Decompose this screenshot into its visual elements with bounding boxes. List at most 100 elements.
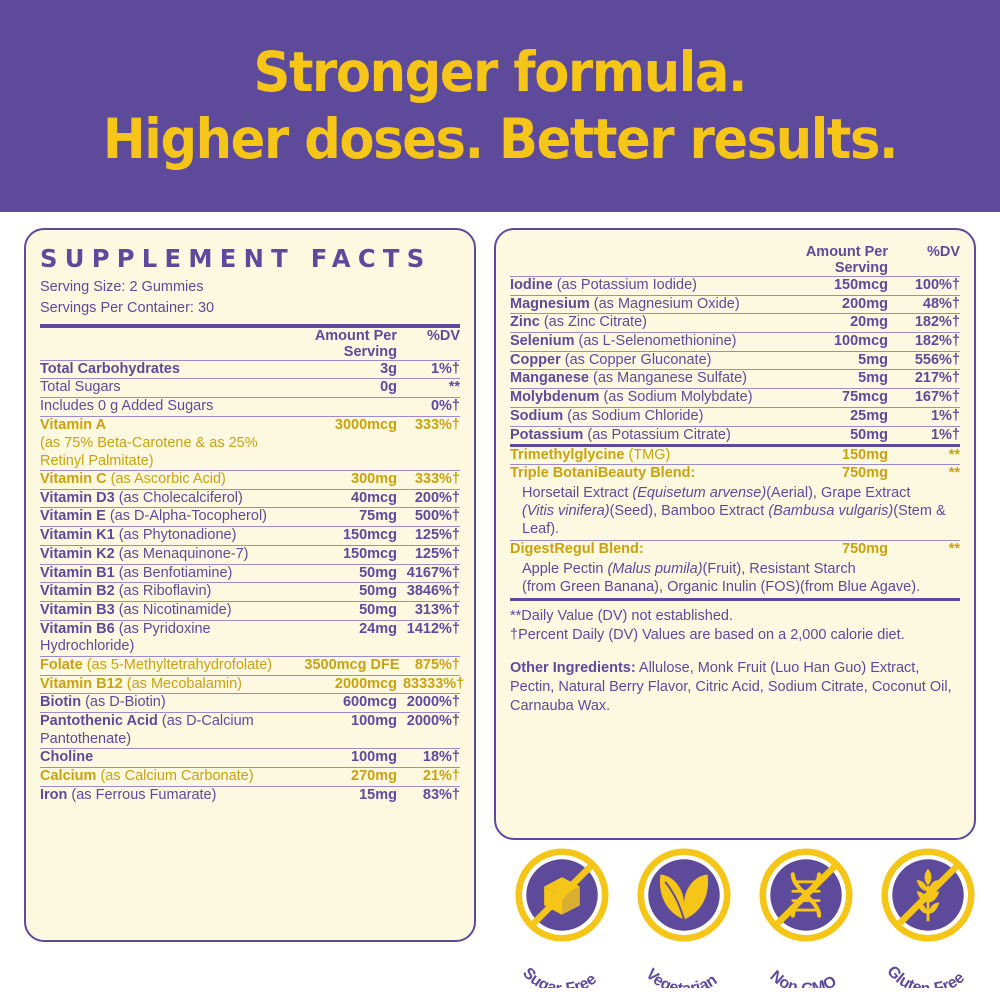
serving-size: Serving Size: 2 Gummies [40,279,204,295]
nutrient-dv: 1%† [396,359,460,379]
nutrient-amount: 15mg [300,785,397,805]
nutrient-source: (as Potassium Citrate) [583,426,731,443]
nutrient-name: Calcium (as Calcium Carbonate) [40,767,301,787]
nutrient-source: (as Ascorbic Acid) [106,471,226,488]
page-title: SUPPLEMENT FACTS [40,244,432,273]
nutrient-dv: 556%† [888,350,960,370]
table-header-right: Amount Per Serving %DV [510,244,960,277]
nutrient-amount: 75mcg [780,388,888,408]
table-row: Vitamin B6 (as Pyridoxine Hydrochloride)… [40,619,460,657]
nutrient-label: Pantothenic Acid [40,713,158,730]
nutrient-source: (as 5-Methyltetrahydrofolate) [82,656,273,673]
nutrient-dv: 1%† [888,406,960,426]
nutrient-source: (as Sodium Molybdate) [599,389,753,406]
nutrient-label: Folate [40,656,83,673]
nutrient-source: (as Menaquinone-7) [114,545,249,562]
nutrient-amount: 100mcg [780,332,888,352]
footnote-percent-dv: †Percent Daily (DV) Values are based on … [510,627,905,643]
nutrient-name: Zinc (as Zinc Citrate) [510,313,780,333]
badge-gluten-free: Gluten-Free [872,848,984,988]
nutrient-amount: 40mcg [300,488,397,508]
blend-name: Triple BotaniBeauty Blend: [510,464,780,484]
svg-text:Non-GMO: Non-GMO [767,968,840,988]
table-row: Calcium (as Calcium Carbonate) 270mg 21%† [40,767,460,787]
nutrient-amount: 600mcg [300,693,397,713]
blend-ingredients-line: (from Green Banana), Organic Inulin (FOS… [522,579,921,596]
nutrient-name: Sodium (as Sodium Chloride) [510,406,780,426]
table-row: Selenium (as L-Selenomethionine) 100mcg 18… [510,332,960,352]
nutrient-amount: 150mcg [780,276,888,296]
nutrient-dv: 0%† [396,396,460,417]
table-row: Vitamin E (as D-Alpha-Tocopherol) 75mg 500… [40,507,460,527]
nutrient-name: Vitamin B1 (as Benfotiamine) [40,563,301,583]
table-row: Vitamin B3 (as Nicotinamide) 50mg 313%† [40,600,460,621]
nutrient-dv: 1%† [888,425,960,445]
nutrient-label: Vitamin B6 [40,620,115,637]
nutrient-name: Total Sugars [40,378,301,398]
nutrient-dv: 217%† [888,369,960,389]
nutrient-dv: ** [396,378,460,398]
nutrient-label: Selenium [510,333,575,350]
nutrient-name: Folate (as 5-Methyltetrahydrofolate) [40,655,301,676]
table-row: Copper (as Copper Gluconate) 5mg 556%† [510,350,960,370]
blend-detail-row: Apple Pectin (Malus pumila)(Fruit), Resi… [510,559,960,598]
nutrient-label: Vitamin B12 [40,675,123,692]
blend-amount: 750mg [780,464,888,484]
table-row: Vitamin D3 (as Cholecalciferol) 40mcg 200%… [40,488,460,508]
blend-ingredients: Apple Pectin (Malus pumila)(Fruit), Resi… [510,559,960,598]
nutrient-amount: 200mg [780,294,888,314]
nutrient-dv: 83%† [396,785,460,805]
table-row: Vitamin K1 (as Phytonadione) 150mcg 125%† [40,526,460,546]
nutrient-amount: 50mg [300,563,397,583]
banner-line-1: Stronger formula. [253,40,748,105]
nutrient-source: (as D-Calcium Pantothenate) [40,713,254,747]
table-row: Vitamin A (as 75% Beta-Carotene & as 25% … [40,415,460,471]
nutrient-label: Total Carbohydrates [40,360,180,377]
nutrient-amount: 5mg [780,369,888,389]
nutrient-name: Copper (as Copper Gluconate) [510,350,780,370]
nutrient-amount: 2000mcg [300,674,397,694]
nutrient-label: Potassium [510,426,584,443]
blend-ingredients-line: Apple Pectin (Malus pumila)(Fruit), Resi… [522,561,856,578]
blend-row: Triple BotaniBeauty Blend: 750mg ** [510,464,960,484]
nutrient-dv: 875%† [396,655,460,676]
nutrient-label: Choline [40,749,94,766]
nutrient-label: Vitamin B3 [40,601,115,618]
nutrient-amount: 150mcg [300,544,397,565]
nutrition-table-left: Amount Per Serving %DV Total Carbohydrat… [40,327,464,805]
nutrient-amount: 100mg [300,712,397,749]
blend-name: Trimethylglycine (TMG) [510,447,780,465]
supplement-facts-card-right: Amount Per Serving %DV Iodine (as Potass… [494,228,976,840]
blend-dv: ** [888,540,960,560]
nutrient-name: Includes 0 g Added Sugars [40,396,301,417]
nutrient-name: Vitamin E (as D-Alpha-Tocopherol) [40,507,301,527]
table-row: Vitamin B2 (as Riboflavin) 50mg 3846%† [40,582,460,602]
divider-minerals-blends [510,444,960,447]
nutrient-dv: 3846%† [396,582,460,602]
nutrient-dv: 125%† [396,526,460,546]
nutrient-label: Calcium [40,768,97,785]
nutrient-label: Vitamin A [40,416,107,433]
nutrient-source: (as Mecobalamin) [122,675,243,692]
nutrient-dv: 18%† [396,748,460,768]
badge-sugar-free: Sugar-Free [506,848,618,988]
nutrient-name: Total Carbohydrates [40,359,301,379]
nutrient-amount: 300mg [300,470,397,490]
badge-label-vegetarian: Vegetarian [642,966,720,988]
table-row: Choline 100mg 18%† [40,748,460,768]
footnote-dv-not-established: **Daily Value (DV) not established. [510,607,733,624]
nutrient-source: (as Copper Gluconate) [560,351,712,368]
nutrient-name: Vitamin B6 (as Pyridoxine Hydrochloride) [40,619,301,657]
table-row: Magnesium (as Magnesium Oxide) 200mg 48%† [510,294,960,314]
blend-ingredients: Horsetail Extract (Equisetum arvense)(Ae… [510,483,960,540]
svg-text:Sugar-Free: Sugar-Free [519,965,600,988]
badge-label-non-gmo: Non-GMO [767,968,840,988]
nutrient-amount: 150mcg [300,526,397,546]
column-header-amount: Amount Per Serving [314,327,397,360]
blend-detail-row: Horsetail Extract (Equisetum arvense)(Ae… [510,483,960,541]
nutrient-name: Vitamin B2 (as Riboflavin) [40,582,301,602]
nutrient-source: (as Benfotiamine) [114,564,233,581]
nutrient-amount: 50mg [300,582,397,602]
certification-badges: Sugar-Free Vegetarian [500,848,990,998]
nutrient-name: Vitamin B3 (as Nicotinamide) [40,600,301,621]
